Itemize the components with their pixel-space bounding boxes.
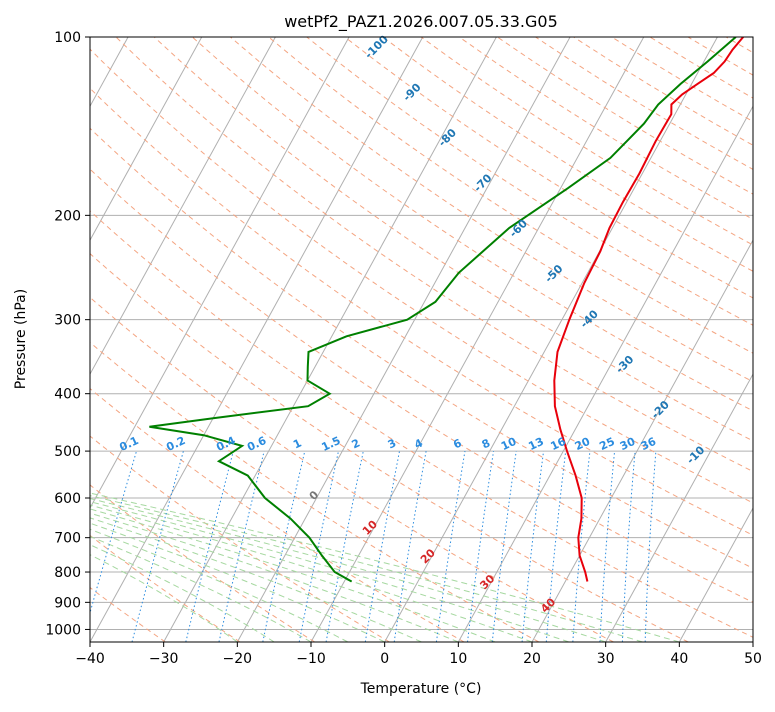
x-tick-label: −30 [149,651,179,667]
y-tick-label: 1000 [45,622,81,638]
y-tick-label: 900 [54,595,81,611]
x-tick-label: 20 [523,651,541,667]
x-tick-label: −10 [296,651,326,667]
x-tick-label: 40 [670,651,688,667]
y-tick-label: 700 [54,531,81,547]
y-tick-label: 400 [54,387,81,403]
chart-title: wetPf2_PAZ1.2026.007.05.33.G05 [284,12,558,32]
y-tick-label: 100 [54,30,81,46]
x-tick-label: 10 [449,651,467,667]
x-axis-label: Temperature (°C) [360,681,482,697]
y-tick-label: 800 [54,565,81,581]
y-tick-label: 300 [54,313,81,329]
x-tick-label: 0 [380,651,389,667]
x-tick-label: −20 [223,651,253,667]
y-axis-label: Pressure (hPa) [13,289,29,389]
y-tick-label: 500 [54,444,81,460]
x-tick-label: 50 [744,651,762,667]
y-tick-label: 200 [54,208,81,224]
y-tick-label: 600 [54,491,81,507]
x-tick-label: 30 [597,651,615,667]
x-tick-label: −40 [75,651,105,667]
